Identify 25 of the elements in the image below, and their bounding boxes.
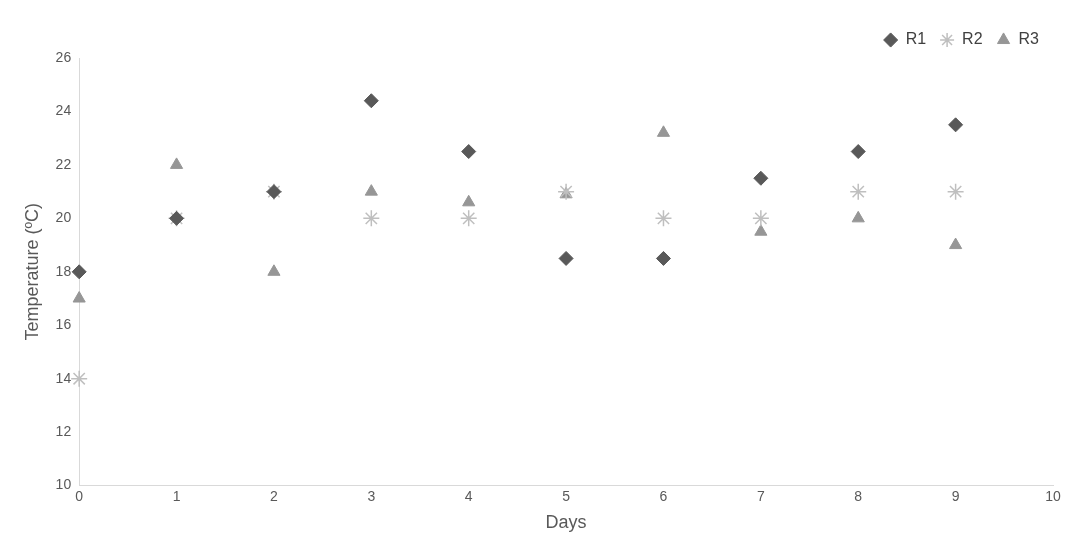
x-tick-label: 5 <box>562 487 571 504</box>
y-tick-label: 24 <box>55 102 72 119</box>
x-tick-label: 7 <box>756 487 765 504</box>
y-tick-label: 20 <box>55 209 72 226</box>
x-tick-label: 6 <box>659 487 668 504</box>
y-axis-title: Temperature (ºC) <box>21 202 42 341</box>
x-tick-label: 10 <box>1045 487 1061 504</box>
y-tick-label: 16 <box>55 316 72 333</box>
x-tick-label: 0 <box>75 487 84 504</box>
x-tick-label: 9 <box>951 487 960 504</box>
x-tick-label: 8 <box>854 487 863 504</box>
legend-label: R1 <box>905 30 927 48</box>
x-axis-title: Days <box>545 512 587 533</box>
y-tick-label: 26 <box>55 48 72 65</box>
y-tick-label: 12 <box>55 423 72 440</box>
legend-label: R2 <box>962 30 983 48</box>
y-tick-label: 18 <box>55 262 72 279</box>
y-tick-label: 22 <box>55 155 72 172</box>
y-tick-label: 14 <box>55 369 72 386</box>
y-tick-label: 10 <box>55 476 72 493</box>
x-tick-label: 1 <box>172 487 181 504</box>
legend-label: R3 <box>1018 30 1040 48</box>
x-tick-label: 4 <box>464 487 473 504</box>
x-tick-label: 3 <box>367 487 376 504</box>
x-tick-label: 2 <box>270 487 279 504</box>
